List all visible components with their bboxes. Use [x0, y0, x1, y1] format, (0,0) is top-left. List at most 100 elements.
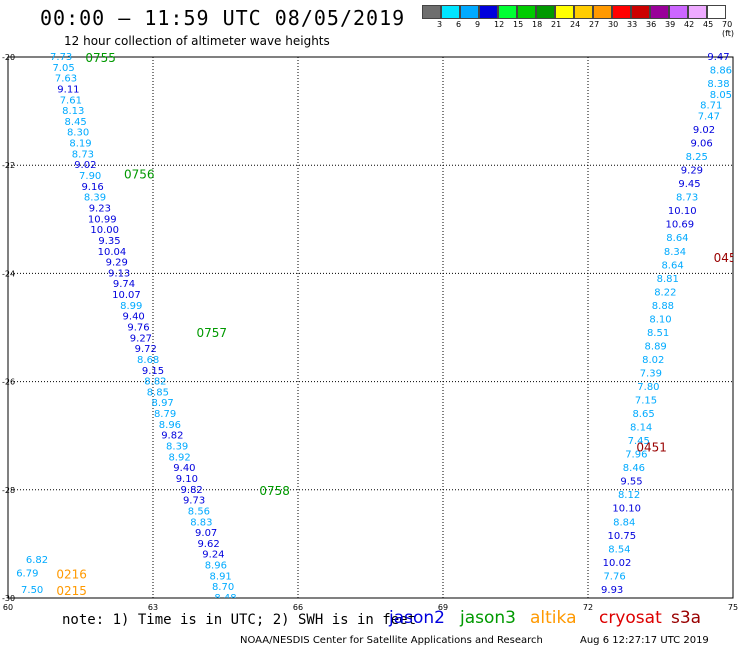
- s3a-wave-height-point: 8.25: [686, 152, 708, 163]
- time-label: 0758: [259, 484, 290, 498]
- x-tick-label: 72: [583, 603, 593, 612]
- s3a-wave-height-point: 8.64: [666, 233, 688, 244]
- s3a-wave-height-point: 9.29: [681, 166, 703, 177]
- jason3-wave-height-point: 9.40: [123, 312, 145, 323]
- s3a-wave-height-point: 8.38: [707, 79, 729, 90]
- time-label: 0450: [714, 251, 740, 265]
- s3a-wave-height-point: 8.22: [654, 287, 676, 298]
- scale-label: 36: [646, 20, 657, 29]
- s3a-wave-height-point: 7.80: [637, 382, 659, 393]
- scale-label: 33: [627, 20, 638, 29]
- s3a-wave-height-point: 8.12: [618, 490, 640, 501]
- jason3-wave-height-point: 9.74: [113, 279, 135, 290]
- s3a-wave-height-point: 8.65: [632, 409, 654, 420]
- y-tick-label: -22: [2, 161, 15, 170]
- s3a-wave-height-point: 9.45: [678, 179, 700, 190]
- s3a-wave-height-point: 8.46: [623, 463, 645, 474]
- scale-label: 6: [456, 20, 462, 29]
- s3a-wave-height-point: 8.10: [649, 314, 671, 325]
- jason3-wave-height-point: 9.13: [108, 268, 130, 279]
- jason3-wave-height-point: 8.13: [62, 106, 84, 117]
- y-tick-label: -26: [2, 378, 15, 387]
- jason3-wave-height-point: 9.07: [195, 528, 217, 539]
- s3a-wave-height-point: 7.39: [640, 368, 662, 379]
- jason3-wave-height-point: 7.73: [50, 52, 72, 63]
- scale-label: 3: [437, 20, 443, 29]
- jason3-wave-height-point: 7.63: [55, 74, 77, 85]
- s3a-wave-height-point: 9.02: [693, 125, 715, 136]
- scale-swatch: [688, 5, 707, 19]
- scale-swatch: [707, 5, 726, 19]
- jason3-wave-height-point: 9.35: [98, 236, 120, 247]
- scale-label: 27: [589, 20, 600, 29]
- x-tick-label: 75: [728, 603, 738, 612]
- jason3-wave-height-point: 7.61: [60, 95, 82, 106]
- scale-swatch: [612, 5, 631, 19]
- s3a-wave-height-point: 8.64: [661, 260, 683, 271]
- jason3-wave-height-point: 8.85: [147, 387, 169, 398]
- jason3-wave-height-point: 9.02: [74, 160, 96, 171]
- jason3-wave-height-point: 9.72: [135, 344, 157, 355]
- s3a-wave-height-point: 7.45: [628, 436, 650, 447]
- s3a-wave-height-point: 9.55: [620, 477, 642, 488]
- scale-label: 70 (ft): [722, 20, 735, 38]
- s3a-wave-height-point: 7.76: [603, 571, 625, 582]
- altika-wave-height-point: 6.82: [26, 555, 48, 566]
- scale-swatch: [650, 5, 669, 19]
- s3a-wave-height-point: 9.06: [690, 139, 712, 150]
- jason3-wave-height-point: 9.82: [181, 485, 203, 496]
- jason3-wave-height-point: 8.83: [190, 517, 212, 528]
- jason3-wave-height-point: 9.15: [142, 366, 164, 377]
- jason3-wave-height-point: 9.16: [81, 182, 103, 193]
- s3a-wave-height-point: 8.34: [664, 247, 686, 258]
- s3a-wave-height-point: 10.69: [666, 220, 695, 231]
- scale-swatch: [517, 5, 536, 19]
- scale-label: 24: [570, 20, 581, 29]
- jason3-wave-height-point: 8.56: [188, 506, 210, 517]
- jason3-wave-height-point: 8.73: [72, 149, 94, 160]
- s3a-wave-height-point: 8.81: [657, 274, 679, 285]
- plot-frame: [7, 56, 734, 599]
- s3a-wave-height-point: 8.51: [647, 328, 669, 339]
- s3a-wave-height-point: 8.05: [710, 90, 732, 101]
- scale-swatch: [422, 5, 441, 19]
- legend-s3a: s3a: [671, 608, 702, 628]
- jason3-wave-height-point: 8.91: [210, 571, 232, 582]
- s3a-wave-height-point: 8.89: [645, 341, 667, 352]
- scale-swatch: [669, 5, 688, 19]
- scale-label: 39: [665, 20, 676, 29]
- jason3-wave-height-point: 9.40: [173, 463, 195, 474]
- y-tick-label: -20: [2, 53, 15, 62]
- jason3-wave-height-point: 7.05: [52, 63, 74, 74]
- jason3-wave-height-point: 8.79: [154, 409, 176, 420]
- jason3-wave-height-point: 8.45: [65, 117, 87, 128]
- units-note: note: 1) Time is in UTC; 2) SWH is in fe…: [62, 612, 417, 628]
- jason3-wave-height-point: 8.48: [214, 593, 236, 604]
- scale-swatch: [536, 5, 555, 19]
- scale-swatch: [498, 5, 517, 19]
- jason3-wave-height-point: 8.99: [120, 301, 142, 312]
- s3a-wave-height-point: 8.73: [676, 193, 698, 204]
- jason3-wave-height-point: 9.23: [89, 203, 111, 214]
- s3a-wave-height-point: 10.02: [603, 558, 632, 569]
- credit-line: NOAA/NESDIS Center for Satellite Applica…: [240, 635, 543, 646]
- scale-swatch: [631, 5, 650, 19]
- jason3-wave-height-point: 8.96: [205, 561, 227, 572]
- scale-label: 30: [608, 20, 619, 29]
- s3a-wave-height-point: 8.02: [642, 355, 664, 366]
- x-tick-label: 69: [438, 603, 448, 612]
- jason3-wave-height-point: 8.39: [84, 193, 106, 204]
- jason3-wave-height-point: 8.39: [166, 442, 188, 453]
- s3a-wave-height-point: 9.93: [601, 585, 623, 596]
- time-label: 0215: [56, 584, 87, 598]
- s3a-wave-height-point: 8.84: [613, 517, 635, 528]
- scale-swatch: [574, 5, 593, 19]
- jason3-wave-height-point: 8.82: [144, 377, 166, 388]
- s3a-wave-height-point: 8.54: [608, 544, 630, 555]
- s3a-wave-height-point: 10.10: [668, 206, 697, 217]
- time-label: 0756: [124, 167, 155, 181]
- chart-subtitle: 12 hour collection of altimeter wave hei…: [64, 34, 330, 48]
- scale-swatch: [441, 5, 460, 19]
- jason3-wave-height-point: 8.96: [159, 420, 181, 431]
